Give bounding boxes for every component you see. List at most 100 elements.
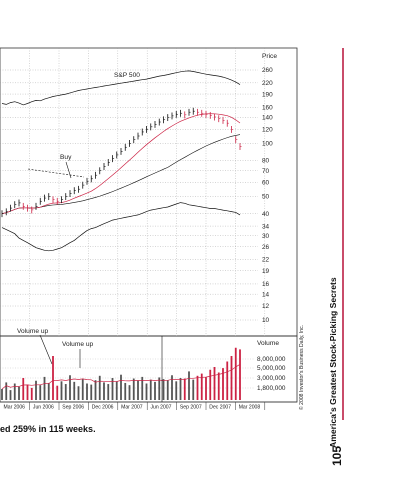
sidebar-title: America's Greatest Stock-Picking Secrets — [328, 277, 338, 448]
volume-bar — [107, 384, 110, 400]
volume-bar — [18, 386, 20, 400]
date-label: Sep 2006 — [62, 405, 84, 411]
volume-bar — [64, 384, 67, 400]
volume-bar — [175, 381, 178, 400]
volume-bar — [149, 379, 152, 400]
volume-average-line — [1, 364, 241, 390]
volume-bar — [13, 383, 16, 400]
volume-bar — [52, 356, 54, 400]
price-tick-label: 50 — [262, 194, 270, 201]
price-tick-label: 80 — [262, 158, 270, 165]
price-panel-frame — [0, 47, 298, 337]
volume-bar — [188, 371, 190, 400]
volume-bar — [60, 381, 63, 400]
price-tick-label: 10 — [262, 317, 270, 324]
volume-bar — [209, 369, 212, 400]
date-label: Mar 2008 — [239, 405, 261, 411]
sp500-line — [1, 70, 241, 106]
volume-bar — [132, 378, 135, 400]
volume-bar — [200, 373, 203, 400]
volume-bar — [137, 380, 139, 400]
volume-bar — [9, 390, 12, 400]
date-label: Dec 2006 — [92, 405, 114, 411]
volume-bar — [35, 380, 37, 400]
buy-annotation: Buy — [60, 154, 72, 161]
sidebar-title-text: America's Greatest Stock-Picking Secrets — [328, 277, 338, 448]
volume-bar — [124, 382, 127, 400]
volume-bar — [56, 385, 59, 400]
price-tick-label: 60 — [262, 180, 270, 187]
volume-bar — [73, 381, 76, 400]
volume-up-annotation-1: Volume up — [17, 328, 48, 335]
price-tick-label: 220 — [262, 80, 273, 87]
relative-strength-line — [1, 202, 241, 252]
volume-bar — [217, 372, 220, 400]
volume-bar — [171, 375, 173, 400]
price-tick-labels: 260 220 190 160 140 120 100 80 70 60 50 40 34 30 26 22 1… — [262, 67, 273, 324]
date-labels: Mar 2006 Jun 2006 Sep 2006 Dec 2006 Mar 2007… — [4, 402, 266, 411]
price-tick-label: 100 — [262, 141, 273, 148]
handle-trendline — [27, 168, 85, 178]
sp500-label: S&P 500 — [114, 72, 140, 79]
volume-up-annotation-2: Volume up — [62, 341, 93, 348]
date-label: Jun 2007 — [151, 405, 172, 411]
price-bars — [1, 107, 242, 218]
price-tick-label: 26 — [262, 244, 270, 251]
price-tick-label: 160 — [262, 104, 273, 111]
volume-bar — [69, 375, 71, 400]
volume-bar — [162, 379, 165, 400]
volume-bar — [141, 376, 144, 400]
volume-bar — [192, 379, 195, 400]
volume-bar — [5, 382, 8, 400]
volume-bar — [145, 383, 148, 400]
date-label: Mar 2007 — [121, 405, 143, 411]
page-number: 105 — [330, 446, 344, 466]
volume-bar — [239, 349, 241, 400]
price-tick-label: 19 — [262, 268, 270, 275]
volume-bar — [43, 376, 46, 400]
volume-bar — [154, 381, 156, 400]
volume-bar — [86, 383, 88, 400]
volume-bar — [81, 379, 84, 400]
volume-bar — [111, 378, 114, 400]
volume-bar — [94, 380, 97, 400]
price-tick-label: 22 — [262, 257, 270, 264]
page-number-text: 105 — [330, 446, 344, 466]
volume-bar — [22, 378, 25, 400]
price-tick-label: 260 — [262, 67, 273, 74]
volume-bar — [115, 381, 118, 400]
price-gridlines — [0, 69, 258, 321]
volume-bars — [1, 347, 241, 400]
volume-tick-label: 5,000,000 — [257, 365, 286, 372]
volume-bar — [1, 389, 3, 400]
volume-up-arrow-1 — [39, 334, 53, 365]
volume-bar — [179, 378, 182, 400]
volume-tick-label: 1,800,000 — [257, 385, 286, 392]
date-gridlines — [29, 48, 265, 336]
volume-bar — [158, 377, 161, 400]
volume-bar — [128, 385, 131, 400]
date-label: Dec 2007 — [209, 405, 231, 411]
price-tick-label: 34 — [262, 223, 270, 230]
price-axis-title: Price — [262, 53, 277, 60]
volume-axis-title: Volume — [257, 340, 279, 347]
volume-bar — [234, 347, 237, 400]
date-label: Sep 2007 — [180, 405, 202, 411]
volume-bar — [205, 377, 207, 400]
price-tick-label: 30 — [262, 233, 270, 240]
volume-bar — [213, 367, 216, 400]
price-tick-label: 16 — [262, 281, 270, 288]
price-tick-label: 120 — [262, 127, 273, 134]
volume-bar — [77, 386, 80, 400]
volume-bar — [90, 384, 93, 400]
volume-bar — [47, 382, 50, 400]
volume-bar — [120, 374, 122, 400]
price-tick-label: 190 — [262, 91, 273, 98]
copyright-text: © 2008 Investor's Business Daily, Inc. — [298, 325, 305, 410]
volume-bar — [183, 378, 186, 400]
volume-bar — [26, 384, 29, 400]
figure-caption: ed 259% in 115 weeks. — [0, 424, 96, 434]
date-label: Jun 2006 — [33, 405, 54, 411]
volume-bar — [30, 387, 33, 400]
